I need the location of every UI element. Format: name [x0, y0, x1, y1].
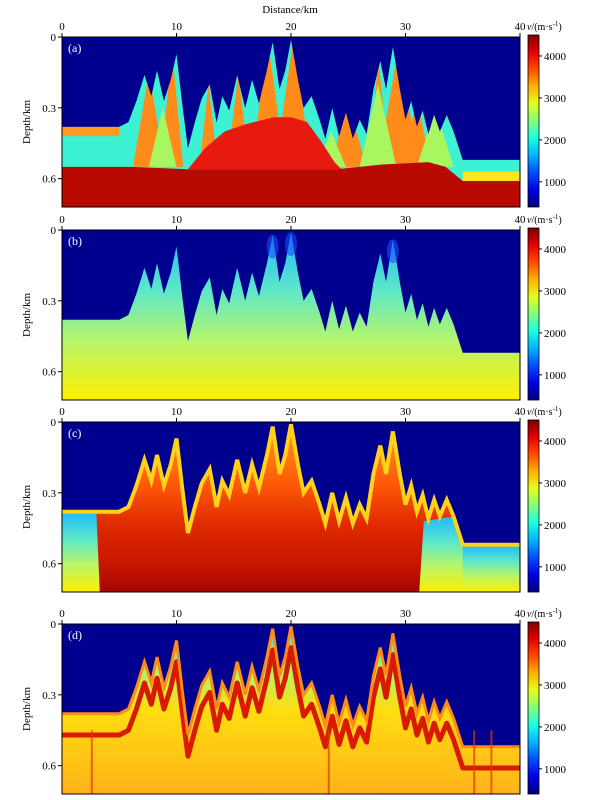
y-tick-label: 0.6: [42, 559, 56, 571]
peak-tint: [266, 234, 279, 259]
surface-rim: [62, 626, 520, 749]
heatmap-area: [62, 422, 520, 592]
colorbar-tick-label: 2000: [544, 328, 567, 340]
x-tick-label: 30: [400, 406, 412, 418]
x-tick-label: 30: [400, 214, 412, 226]
panel-label: (a): [68, 41, 81, 55]
colorbar-label: v/(m·s-1): [527, 20, 562, 33]
x-tick-label: 30: [400, 608, 412, 620]
high-velocity-band: [62, 645, 520, 771]
x-tick-label: 40: [515, 21, 527, 33]
colorbar-label: v/(m·s-1): [527, 405, 562, 418]
colorbar: [527, 227, 540, 401]
panel-3: 0 10 20 30 40 0 0.3 0.6 Depth/km (c) 1000 2000 3000 4…: [21, 405, 567, 593]
velocity-gradient: [62, 232, 520, 400]
x-tick-label: 0: [59, 608, 65, 620]
y-tick-label: 0.6: [42, 367, 56, 379]
colorbar-tick-label: 4000: [544, 638, 567, 650]
y-tick-label: 0: [51, 32, 57, 44]
x-tick-label: 10: [171, 608, 183, 620]
panel-4: 0 10 20 30 40 0 0.3 0.6 Depth/km (d) 1000 2000 3000 4…: [21, 607, 567, 795]
x-tick-label: 0: [59, 214, 65, 226]
right-base: [462, 544, 520, 592]
y-tick-label: 0.3: [42, 690, 56, 702]
x-tick-label: 0: [59, 21, 65, 33]
panel-label: (b): [68, 234, 82, 248]
colorbar-tick-label: 3000: [544, 478, 567, 490]
green-wedge: [149, 107, 177, 167]
peak-tint: [285, 232, 297, 257]
y-tick-label: 0: [51, 417, 57, 429]
red-core: [187, 117, 342, 170]
y-tick-label: 0.3: [42, 103, 56, 115]
heatmap-area: [62, 624, 520, 794]
x-tick-label: 40: [515, 406, 527, 418]
panel-label: (c): [68, 426, 81, 440]
deep-layer: [62, 162, 520, 207]
y-tick-label: 0: [51, 225, 57, 237]
left-band: [62, 126, 120, 137]
colorbar-tick-label: 1000: [544, 177, 567, 189]
y-axis-label: Depth/km: [21, 485, 33, 529]
y-axis-label: Depth/km: [21, 100, 33, 144]
top-axis-label: Distance/km: [262, 4, 318, 16]
x-tick-label: 40: [515, 214, 527, 226]
left-flank: [62, 511, 100, 592]
y-tick-label: 0.6: [42, 761, 56, 773]
y-tick-label: 0: [51, 619, 57, 631]
x-tick-label: 10: [171, 214, 183, 226]
x-tick-label: 20: [286, 608, 298, 620]
heatmap-area: [62, 37, 520, 207]
colorbar: [527, 419, 540, 593]
panels: 0 10 20 30 4000.30.6Depth/km(a)1000200030004…: [21, 20, 567, 795]
sky-mask: [62, 37, 520, 160]
y-axis-label: Depth/km: [21, 687, 33, 731]
colorbar-tick-label: 1000: [544, 764, 567, 776]
colorbar-label: v/(m·s-1): [527, 213, 562, 226]
inverted-velocity: [62, 424, 520, 592]
x-tick-label: 0: [59, 406, 65, 418]
x-tick-label: 10: [171, 406, 183, 418]
peak-tint: [386, 239, 399, 264]
colorbar-tick-label: 1000: [544, 562, 567, 574]
colorbar-tick-label: 2000: [544, 520, 567, 532]
green-wedge: [359, 84, 397, 167]
colorbar-tick-label: 3000: [544, 286, 567, 298]
y-axis-label: Depth/km: [21, 293, 33, 337]
colorbar-label: v/(m·s-1): [527, 607, 562, 620]
colorbar-tick-label: 4000: [544, 244, 567, 256]
panel-label: (d): [68, 628, 82, 642]
surface-rim: [62, 424, 520, 547]
x-tick-label: 40: [515, 608, 527, 620]
x-tick-label: 30: [400, 21, 412, 33]
colorbar: [527, 621, 540, 795]
colorbar-tick-label: 3000: [544, 680, 567, 692]
y-tick-label: 0.3: [42, 296, 56, 308]
panel-1: 0 10 20 30 40 0 0.3 0.6 Depth/km (a) 1000 2000 3000 4…: [21, 20, 567, 208]
colorbar-tick-label: 4000: [544, 51, 567, 63]
y-tick-label: 0.6: [42, 174, 56, 186]
colorbar-tick-label: 4000: [544, 436, 567, 448]
x-tick-label: 20: [286, 21, 298, 33]
colorbar-tick-label: 2000: [544, 722, 567, 734]
x-tick-label: 10: [171, 21, 183, 33]
colorbar-tick-label: 3000: [544, 93, 567, 105]
thin-layer: [462, 171, 520, 182]
panel-2: 0 10 20 30 40 0 0.3 0.6 Depth/km (b) 1000 2000 3000 4…: [21, 213, 567, 401]
green-wedge: [416, 107, 454, 167]
y-tick-label: 0.3: [42, 488, 56, 500]
x-tick-label: 20: [286, 214, 298, 226]
x-tick-label: 20: [286, 406, 298, 418]
colorbar-tick-label: 2000: [544, 135, 567, 147]
heatmap-area: [62, 230, 520, 400]
colorbar-tick-label: 1000: [544, 370, 567, 382]
colorbar: [527, 34, 540, 208]
